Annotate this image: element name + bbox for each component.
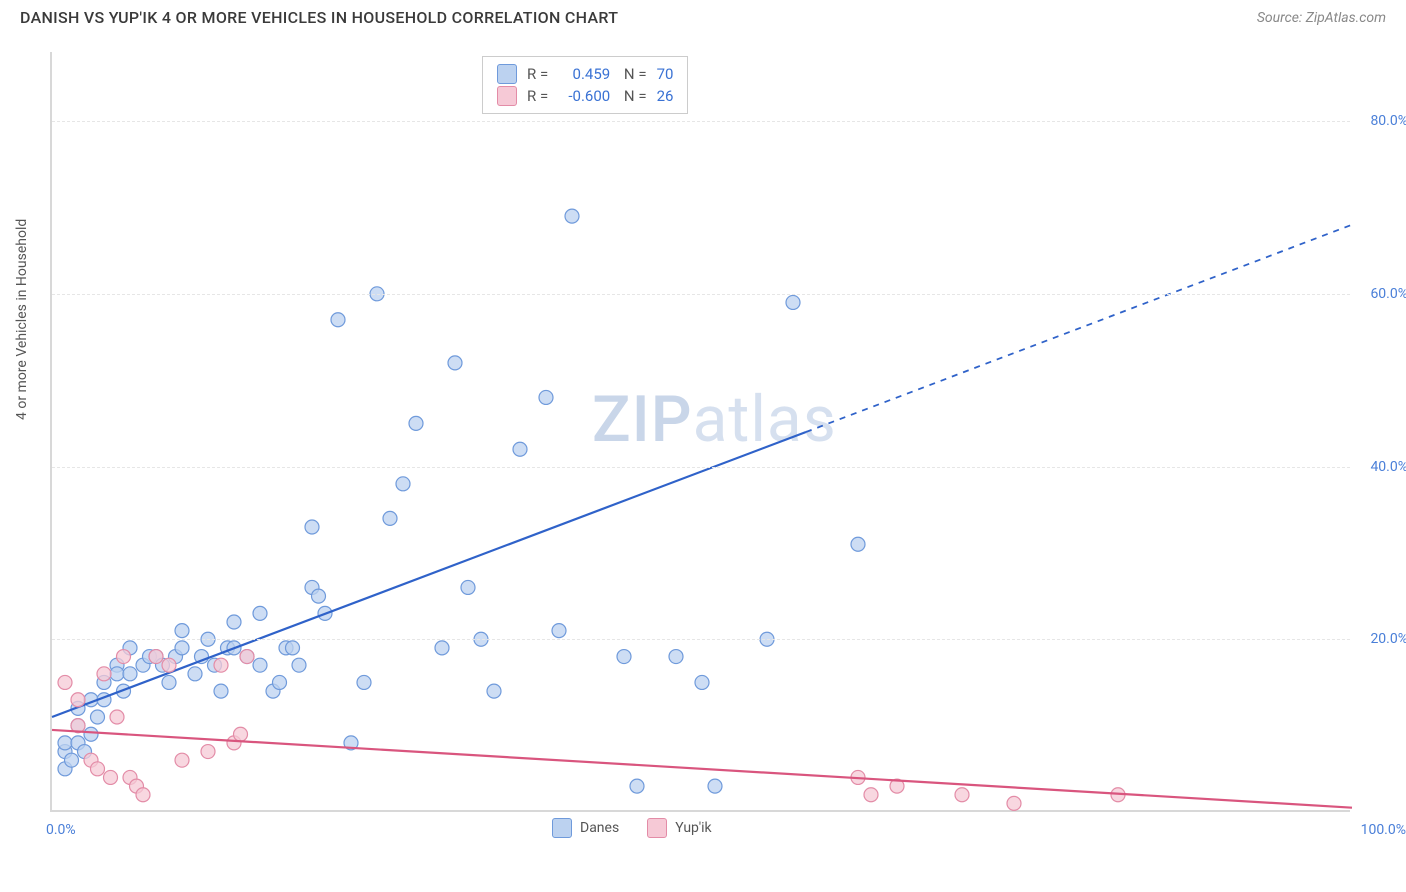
r-value-danes: 0.459	[558, 63, 610, 85]
data-point	[435, 641, 449, 655]
data-point	[312, 589, 326, 603]
data-point	[58, 675, 72, 689]
data-point	[253, 658, 267, 672]
data-point	[513, 442, 527, 456]
correlation-row-yupik: R = -0.600 N = 26	[497, 85, 673, 107]
data-point	[97, 667, 111, 681]
data-point	[188, 667, 202, 681]
plot-svg	[52, 52, 1350, 810]
data-point	[786, 295, 800, 309]
data-point	[91, 762, 105, 776]
chart-source: Source: ZipAtlas.com	[1257, 10, 1386, 26]
legend-item-danes: Danes	[552, 818, 619, 838]
legend-swatch-yupik	[647, 818, 667, 838]
data-point	[104, 770, 118, 784]
chart-header: DANISH VS YUP'IK 4 OR MORE VEHICLES IN H…	[0, 0, 1406, 33]
data-point	[396, 477, 410, 491]
data-point	[292, 658, 306, 672]
legend-label-yupik: Yup'ik	[675, 820, 711, 836]
r-value-yupik: -0.600	[558, 85, 610, 107]
data-point	[539, 390, 553, 404]
data-point	[409, 416, 423, 430]
data-point	[110, 667, 124, 681]
data-point	[71, 693, 85, 707]
legend-label-danes: Danes	[580, 820, 619, 836]
gridline	[52, 294, 1350, 295]
data-point	[175, 641, 189, 655]
data-point	[234, 727, 248, 741]
correlation-legend: R = 0.459 N = 70 R = -0.600 N = 26	[482, 56, 688, 114]
data-point	[65, 753, 79, 767]
data-point	[110, 710, 124, 724]
y-tick-label: 40.0%	[1370, 459, 1406, 475]
n-value-yupik: 26	[657, 85, 674, 107]
x-tick-right: 100.0%	[1361, 822, 1406, 838]
data-point	[214, 684, 228, 698]
gridline	[52, 121, 1350, 122]
data-point	[695, 675, 709, 689]
trend-line-extrapolated	[806, 225, 1352, 432]
trend-line	[52, 730, 1352, 808]
y-tick-label: 80.0%	[1370, 113, 1406, 129]
data-point	[487, 684, 501, 698]
data-point	[864, 788, 878, 802]
data-point	[448, 356, 462, 370]
data-point	[357, 675, 371, 689]
y-tick-label: 60.0%	[1370, 286, 1406, 302]
trend-line	[52, 432, 806, 717]
data-point	[708, 779, 722, 793]
data-point	[253, 606, 267, 620]
legend-item-yupik: Yup'ik	[647, 818, 711, 838]
swatch-yupik	[497, 86, 517, 106]
data-point	[630, 779, 644, 793]
data-point	[1007, 796, 1021, 810]
data-point	[201, 745, 215, 759]
data-point	[461, 580, 475, 594]
data-point	[175, 753, 189, 767]
data-point	[565, 209, 579, 223]
data-point	[84, 727, 98, 741]
swatch-danes	[497, 64, 517, 84]
data-point	[617, 650, 631, 664]
series-legend: Danes Yup'ik	[552, 818, 712, 838]
legend-swatch-danes	[552, 818, 572, 838]
gridline	[52, 639, 1350, 640]
data-point	[331, 313, 345, 327]
correlation-row-danes: R = 0.459 N = 70	[497, 63, 673, 85]
data-point	[149, 650, 163, 664]
data-point	[162, 658, 176, 672]
data-point	[305, 520, 319, 534]
y-axis-label: 4 or more Vehicles in Household	[14, 219, 30, 420]
data-point	[669, 650, 683, 664]
x-tick-left: 0.0%	[46, 822, 76, 838]
data-point	[227, 615, 241, 629]
data-point	[552, 624, 566, 638]
data-point	[240, 650, 254, 664]
data-point	[955, 788, 969, 802]
data-point	[175, 624, 189, 638]
data-point	[162, 675, 176, 689]
data-point	[286, 641, 300, 655]
data-point	[214, 658, 228, 672]
data-point	[851, 537, 865, 551]
data-point	[136, 788, 150, 802]
data-point	[91, 710, 105, 724]
data-point	[383, 511, 397, 525]
chart-plot-area: ZIPatlas R = 0.459 N = 70 R = -0.600 N =…	[50, 52, 1350, 812]
data-point	[123, 667, 137, 681]
chart-title: DANISH VS YUP'IK 4 OR MORE VEHICLES IN H…	[20, 8, 618, 27]
y-tick-label: 20.0%	[1370, 631, 1406, 647]
data-point	[273, 675, 287, 689]
gridline	[52, 467, 1350, 468]
data-point	[117, 650, 131, 664]
data-point	[58, 736, 72, 750]
n-value-danes: 70	[657, 63, 674, 85]
